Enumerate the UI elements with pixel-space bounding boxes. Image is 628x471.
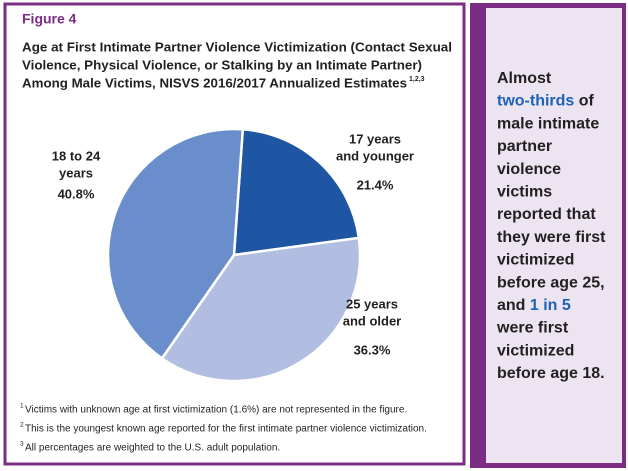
slice-label: years	[59, 165, 93, 180]
sidebar-line: male intimate	[497, 116, 599, 133]
sidebar-text-segment: reported that	[497, 206, 596, 223]
footnote-mark: 1	[20, 403, 24, 410]
sidebar-text-segment: victims	[497, 184, 552, 201]
slice-label: 25 years	[346, 296, 398, 311]
sidebar-line: were first	[496, 320, 569, 337]
footnote-text: All percentages are weighted to the U.S.…	[25, 443, 280, 454]
sidebar-line: violence	[497, 161, 561, 178]
sidebar-text-segment: before age 18.	[497, 365, 605, 382]
pie-slice	[106, 127, 245, 361]
slice-label: 18 to 24	[52, 148, 101, 163]
sidebar-text-segment: were first	[496, 320, 569, 337]
footnote-mark: 3	[20, 441, 24, 448]
sidebar-line: victimized	[497, 343, 574, 360]
footnotes: 1 Victims with unknown age at first victi…	[20, 403, 427, 454]
sidebar-text: Almost two-thirds of male intimate partner v…	[496, 70, 606, 382]
title-line: Among Male Victims, NISVS 2016/2017 Annu…	[22, 76, 407, 90]
slice-label: and younger	[336, 148, 414, 163]
sidebar-line: reported that	[497, 206, 596, 223]
sidebar-text-segment: partner	[497, 138, 552, 155]
slice-label: and older	[343, 313, 402, 328]
title-line: Age at First Intimate Partner Violence V…	[22, 40, 452, 54]
title-superscript: 1,2,3	[409, 76, 425, 83]
sidebar-line: and 1 in 5	[497, 297, 571, 314]
figure-label: Figure 4	[22, 11, 77, 27]
sidebar-panel	[486, 8, 622, 463]
pie-chart: 17 years and younger 21.4% 25 years and olde…	[52, 127, 414, 383]
title-line: Violence, Physical Violence, or Stalking…	[22, 58, 422, 72]
sidebar-line: partner	[497, 138, 552, 155]
sidebar-line: Almost	[497, 70, 552, 87]
sidebar-text-segment: they were first	[497, 229, 606, 246]
slice-value-label: 40.8%	[58, 186, 95, 201]
sidebar-line: victims	[497, 184, 552, 201]
footnote-text: Victims with unknown age at first victim…	[25, 405, 407, 416]
sidebar-text-segment: victimized	[497, 343, 574, 360]
sidebar-line: before age 18.	[497, 365, 605, 382]
title: Age at First Intimate Partner Violence V…	[22, 40, 452, 90]
sidebar-text-segment: victimized	[497, 252, 574, 269]
sidebar-text-segment: two-thirds	[497, 93, 574, 110]
pie-slice	[160, 236, 362, 383]
sidebar-text-segment: 1 in 5	[530, 297, 571, 314]
footnote-mark: 2	[20, 422, 24, 429]
sidebar-text-segment: violence	[497, 161, 561, 178]
sidebar-line: before age 25,	[497, 275, 605, 292]
sidebar-text-segment: Almost	[497, 70, 552, 87]
sidebar-text-segment: and	[497, 297, 530, 314]
sidebar-line: they were first	[497, 229, 606, 246]
pie-slice	[232, 127, 361, 257]
footnote-text: This is the youngest known age reported …	[25, 424, 427, 435]
slice-label: 17 years	[349, 131, 401, 146]
slice-value-label: 21.4%	[357, 177, 394, 192]
sidebar-line: victimized	[497, 252, 574, 269]
sidebar-text-segment: before age 25,	[497, 275, 605, 292]
sidebar-text-segment: male intimate	[497, 116, 599, 133]
slice-value-label: 36.3%	[354, 342, 391, 357]
sidebar-text-segment: of	[574, 93, 594, 110]
sidebar-line: two-thirds of	[497, 93, 595, 110]
